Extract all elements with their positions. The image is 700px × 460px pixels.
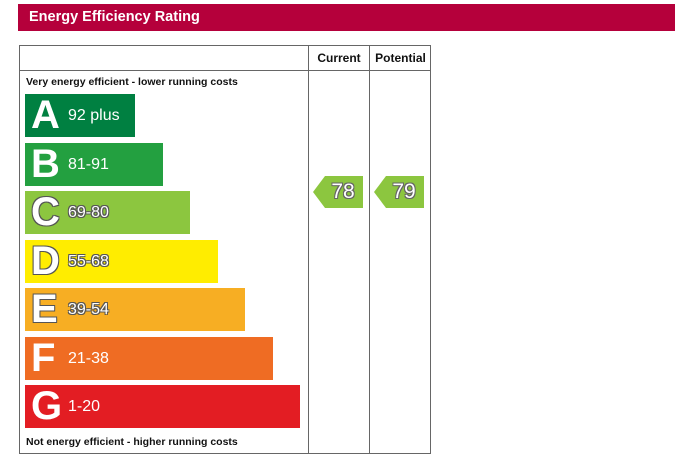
potential-rating-value: 79: [392, 179, 416, 203]
band-range: 39-54: [68, 301, 109, 318]
column-divider: [369, 46, 370, 453]
band-letter: G: [31, 384, 63, 428]
header-bar: Energy Efficiency Rating: [18, 4, 675, 31]
band-a: A 92 plus: [25, 93, 135, 137]
band-range: 92 plus: [68, 107, 120, 124]
potential-rating-arrow: 79: [374, 175, 424, 208]
header-divider: [20, 70, 430, 71]
band-letter: A: [31, 93, 60, 137]
current-column-header: Current: [317, 51, 361, 65]
band-g: G 1-20: [25, 384, 300, 428]
current-rating-arrow: 78: [313, 175, 363, 208]
band-letter: B: [31, 141, 60, 186]
band-b: B 81-91: [25, 141, 163, 186]
potential-column-header: Potential: [375, 51, 426, 65]
band-letter: F: [31, 335, 56, 380]
band-letter: C: [31, 190, 60, 234]
band-letter: D: [31, 238, 60, 283]
band-d: D 55-68: [25, 238, 218, 283]
band-f: F 21-38: [25, 335, 273, 380]
top-note: Very energy efficient - lower running co…: [26, 76, 238, 88]
band-range: 1-20: [68, 398, 101, 415]
bottom-note: Not energy efficient - higher running co…: [26, 436, 238, 448]
band-c: C 69-80: [25, 190, 190, 234]
column-divider: [308, 46, 309, 453]
band-range: 55-68: [68, 252, 109, 270]
band-range: 69-80: [68, 204, 109, 221]
current-rating-value: 78: [331, 179, 355, 203]
current-arrow-shape: [313, 175, 363, 208]
band-range: 21-38: [68, 349, 109, 367]
band-e: E 39-54: [25, 287, 245, 331]
header-title: Energy Efficiency Rating: [29, 9, 200, 25]
band-letter: E: [31, 287, 58, 331]
rating-table: Current Potential Very energy efficient …: [19, 45, 431, 454]
band-range: 81-91: [68, 155, 109, 173]
potential-arrow-shape: [374, 175, 424, 208]
